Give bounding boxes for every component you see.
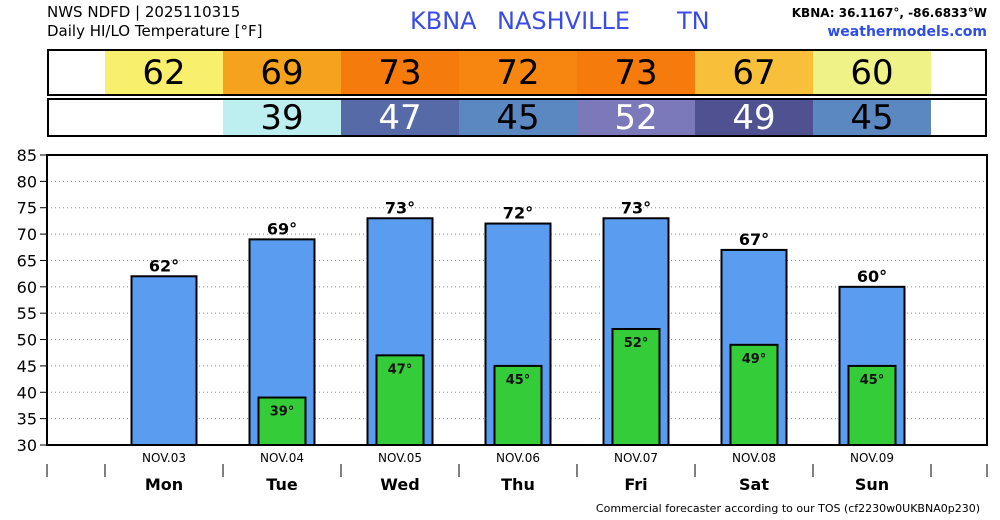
low-value-label: 45° — [860, 373, 885, 388]
low-temperature-bar — [257, 396, 307, 446]
day-label: Fri — [624, 475, 647, 494]
day-label: Mon — [145, 475, 183, 494]
product-title: Daily HI/LO Temperature [°F] — [47, 22, 263, 40]
low-temperature-cell — [105, 100, 223, 135]
date-label: NOV.06 — [496, 451, 540, 465]
high-temperature-bar — [130, 275, 198, 447]
day-label: Sat — [739, 475, 769, 494]
high-value-label: 67° — [739, 230, 769, 249]
high-value-label: 73° — [621, 198, 651, 217]
day-label: Tue — [266, 475, 298, 494]
day-label: Sun — [855, 475, 889, 494]
footer-note: Commercial forecaster according to our T… — [595, 502, 980, 515]
high-temperature-cell: 62 — [105, 51, 223, 94]
high-temperature-cell: 69 — [223, 51, 341, 94]
y-tick-label: 35 — [17, 410, 37, 429]
low-value-label: 52° — [624, 336, 649, 351]
high-temperature-cell: 67 — [695, 51, 813, 94]
day-label: Wed — [380, 475, 419, 494]
high-temperature-row: 62 69 73 72 73 67 60 — [47, 49, 987, 96]
low-temperature-cell: 39 — [223, 100, 341, 135]
state-title: TN — [677, 7, 710, 35]
high-temperature-cell: 72 — [459, 51, 577, 94]
low-temperature-bar — [375, 354, 425, 447]
date-label: NOV.03 — [142, 451, 186, 465]
low-temperature-row: 39 47 45 52 49 45 — [47, 98, 987, 137]
y-tick-label: 30 — [17, 436, 37, 455]
high-value-label: 60° — [857, 267, 887, 286]
city-title: NASHVILLE — [497, 7, 631, 35]
low-temperature-cell: 52 — [577, 100, 695, 135]
date-label: NOV.05 — [378, 451, 422, 465]
low-temperature-bar — [493, 364, 543, 446]
source-label: NWS NDFD | 2025110315 — [47, 3, 241, 21]
low-temperature-cell: 47 — [341, 100, 459, 135]
low-value-label: 45° — [506, 373, 531, 388]
high-value-label: 62° — [149, 256, 179, 275]
day-label: Thu — [501, 475, 535, 494]
low-value-label: 47° — [388, 362, 413, 377]
plot-frame — [46, 154, 988, 446]
low-value-label: 49° — [742, 352, 767, 367]
date-label: NOV.08 — [732, 451, 776, 465]
coordinates-label: KBNA: 36.1167°, -86.6833°W — [791, 6, 987, 20]
date-label: NOV.07 — [614, 451, 658, 465]
low-temperature-cell: 45 — [459, 100, 577, 135]
low-temperature-bar — [847, 364, 897, 446]
high-temperature-cell: 60 — [813, 51, 931, 94]
high-value-label: 72° — [503, 204, 533, 223]
y-tick-label: 85 — [17, 146, 37, 165]
low-value-label: 39° — [270, 405, 295, 420]
low-temperature-bar — [611, 328, 661, 446]
date-label: NOV.04 — [260, 451, 304, 465]
low-temperature-cell: 45 — [813, 100, 931, 135]
y-tick-label: 80 — [17, 172, 37, 191]
high-temperature-cell: 73 — [341, 51, 459, 94]
y-tick-label: 70 — [17, 225, 37, 244]
y-tick-label: 45 — [17, 357, 37, 376]
low-temperature-cell: 49 — [695, 100, 813, 135]
y-tick-label: 40 — [17, 383, 37, 402]
high-value-label: 69° — [267, 219, 297, 238]
y-tick-label: 75 — [17, 199, 37, 218]
site-label: weathermodels.com — [827, 24, 987, 40]
y-tick-label: 65 — [17, 251, 37, 270]
y-tick-label: 55 — [17, 304, 37, 323]
station-title: KBNA — [410, 7, 477, 35]
high-value-label: 73° — [385, 198, 415, 217]
y-tick-label: 50 — [17, 331, 37, 350]
y-tick-label: 60 — [17, 278, 37, 297]
high-temperature-cell: 73 — [577, 51, 695, 94]
date-label: NOV.09 — [850, 451, 894, 465]
